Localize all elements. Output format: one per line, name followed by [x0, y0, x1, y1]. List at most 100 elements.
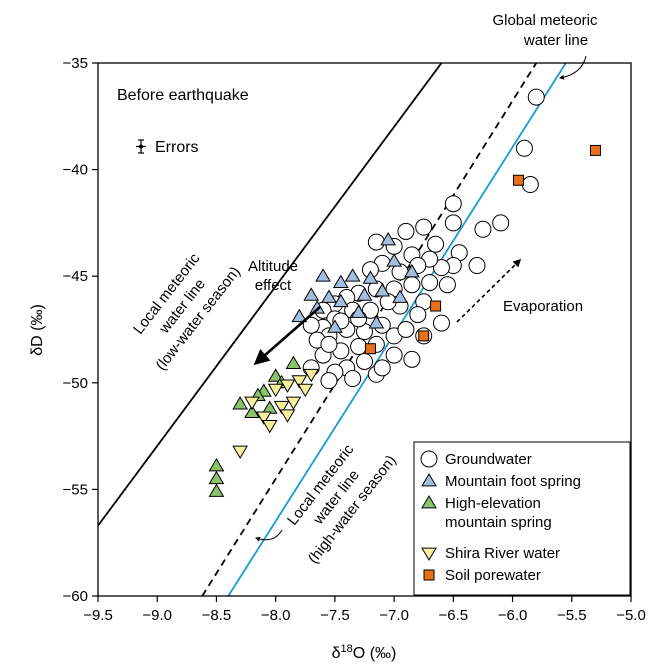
groundwater-point	[385, 346, 403, 364]
x-axis-title-sup: 18	[341, 643, 353, 655]
x-axis-title-base: δ	[332, 645, 341, 662]
evaporation-arrow	[456, 258, 522, 323]
groundwater-point	[409, 306, 427, 324]
legend-label: Shira River water	[445, 545, 560, 562]
mountain-foot-spring-point	[350, 304, 367, 318]
series-soil-porewater	[364, 144, 601, 355]
x-tick-label: −9.0	[142, 607, 172, 624]
x-axis-title: δ18O (‰)	[332, 643, 397, 662]
evaporation-label: Evaporation	[503, 298, 583, 315]
x-tick-label: −7.5	[320, 607, 350, 624]
gmwl-callout-arrow	[559, 55, 587, 80]
legend-item-soil-porewater: Soil porewater	[423, 567, 541, 584]
x-tick-label: −6.5	[439, 607, 469, 624]
y-axis: −35 −40 −45 −50 −55 −60	[63, 55, 98, 605]
groundwater-point	[403, 350, 421, 368]
shira-river-water-point	[291, 375, 308, 389]
mountain-foot-spring-point	[332, 293, 349, 308]
y-tick-label: −55	[63, 481, 88, 498]
groundwater-point	[444, 214, 462, 232]
groundwater-point	[492, 214, 510, 232]
legend-label: Soil porewater	[445, 567, 541, 584]
legend-marker	[421, 473, 437, 487]
groundwater-point	[415, 218, 433, 236]
high-elevation-mountain-spring-point	[285, 355, 302, 370]
data-points	[208, 88, 601, 497]
shira-river-water-point	[303, 368, 320, 383]
y-tick-label: −35	[63, 55, 88, 72]
legend-label: Mountain foot spring	[445, 473, 581, 490]
panel-title: Before earthquake	[117, 87, 249, 104]
soil-porewater-point	[430, 300, 442, 312]
shira-river-water-point	[279, 379, 296, 393]
errors-label: Errors	[155, 139, 199, 156]
groundwater-point	[444, 195, 462, 213]
groundwater-point	[356, 352, 373, 370]
lmwl-high-callout-arrow	[255, 529, 283, 542]
mountain-foot-spring-point	[404, 263, 420, 278]
mountain-foot-spring-point	[303, 287, 320, 301]
mountain-foot-spring-point	[321, 289, 337, 303]
y-tick-label: −60	[63, 588, 88, 605]
mountain-foot-spring-point	[332, 274, 349, 288]
groundwater-point	[515, 139, 533, 157]
soil-porewater-point	[418, 330, 430, 342]
y-tick-label: −40	[63, 162, 88, 179]
groundwater-point	[474, 220, 492, 238]
plot-frame	[97, 62, 632, 597]
x-axis-title-rest: O (‰)	[353, 645, 397, 662]
soil-porewater-point	[512, 174, 524, 186]
groundwater-point	[344, 370, 362, 388]
y-axis-title: δD (‰)	[29, 304, 46, 356]
mountain-foot-spring-point	[380, 231, 397, 246]
mountain-foot-spring-point	[315, 268, 331, 282]
groundwater-point	[320, 372, 338, 390]
mountain-foot-spring-point	[291, 308, 308, 323]
groundwater-point	[521, 176, 539, 194]
groundwater-point	[350, 338, 368, 356]
x-tick-label: −6.0	[498, 607, 528, 624]
x-tick-label: −5.0	[616, 607, 646, 624]
shira-river-water-point	[279, 409, 296, 423]
groundwater-point	[361, 301, 379, 319]
shira-river-water-point	[285, 396, 302, 410]
y-tick-label: −50	[63, 375, 88, 392]
lmwl-low-line	[98, 63, 443, 527]
x-axis: −9.5 −9.0 −8.5 −8.0 −7.5 −7.0 −6.5 −6.0 −5.5 −5.0	[83, 596, 646, 624]
legend: Groundwater Mountain foot spring High-elev…	[413, 441, 631, 596]
groundwater-point	[397, 321, 415, 338]
mountain-foot-spring-point	[392, 289, 408, 303]
legend-marker	[421, 495, 437, 509]
y-tick-label: −45	[63, 268, 88, 285]
series-shira-river-water	[232, 368, 320, 460]
legend-label: Groundwater	[445, 451, 532, 468]
shira-river-water-point	[267, 383, 284, 398]
legend-item-groundwater: Groundwater	[420, 450, 532, 468]
x-tick-label: −7.0	[379, 607, 409, 624]
altitude-label-line1: Altitude	[248, 258, 298, 275]
shira-river-water-point	[261, 420, 278, 434]
mountain-foot-spring-point	[344, 268, 361, 282]
shira-river-water-point	[232, 445, 249, 460]
groundwater-point	[432, 314, 450, 332]
mountain-foot-spring-point	[309, 300, 325, 314]
groundwater-point	[527, 88, 545, 106]
high-elevation-mountain-spring-point	[244, 404, 260, 419]
shira-river-water-point	[297, 383, 314, 398]
groundwater-point	[320, 335, 338, 353]
groundwater-point	[403, 276, 421, 294]
altitude-arrow	[253, 306, 321, 366]
groundwater-point	[302, 316, 320, 334]
legend-item-mountain-foot-spring: Mountain foot spring	[421, 473, 581, 490]
soil-porewater-point	[364, 343, 376, 355]
gmwl-label-line1: Global meteoric	[492, 12, 598, 29]
altitude-label-line2: effect	[255, 277, 292, 294]
x-tick-label: −8.5	[202, 607, 232, 624]
high-elevation-mountain-spring-point	[267, 368, 284, 382]
groundwater-point	[432, 259, 450, 277]
legend-items: Groundwater Mountain foot spring High-elev…	[420, 450, 581, 584]
shira-river-water-point	[255, 411, 272, 425]
mountain-foot-spring-point	[386, 253, 402, 267]
mountain-foot-spring-point	[356, 287, 373, 301]
